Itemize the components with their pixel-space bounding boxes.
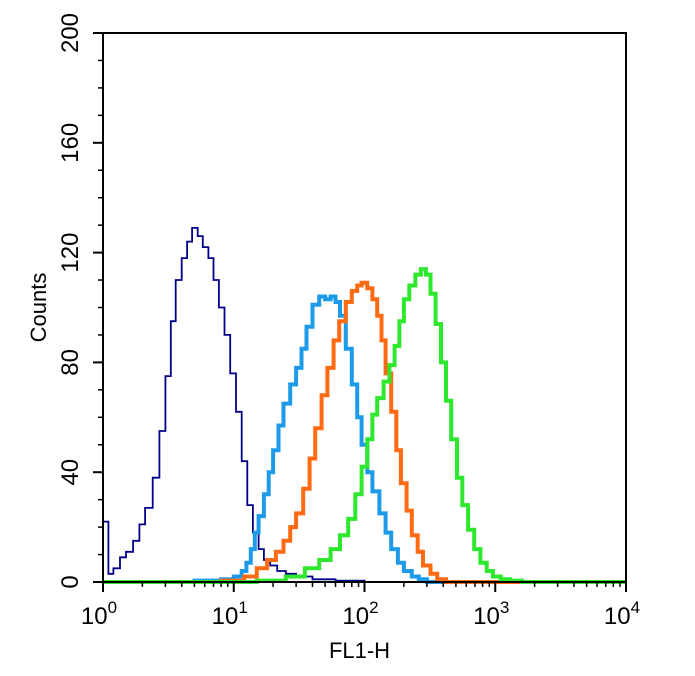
x-tick-label: 104 — [604, 598, 640, 630]
series-line-3 — [103, 280, 626, 584]
x-tick-label: 103 — [473, 598, 509, 630]
y-axis-ticks: 0 40 80 120 160 200 — [57, 13, 103, 589]
y-tick-label: 120 — [57, 233, 84, 273]
x-tick-label: 101 — [212, 598, 248, 630]
y-tick-label: 40 — [57, 459, 84, 486]
x-axis-title: FL1-H — [329, 638, 390, 663]
y-axis-title: Counts — [26, 273, 51, 343]
series-line-4 — [103, 267, 626, 584]
x-tick-label: 102 — [342, 598, 378, 630]
y-tick-label: 0 — [57, 575, 84, 588]
plot-frame — [102, 32, 627, 583]
x-tick-label: 100 — [81, 598, 117, 630]
y-tick-label: 200 — [57, 13, 84, 53]
y-tick-label: 80 — [57, 349, 84, 376]
x-axis-ticks: 100 101 102 103 104 — [81, 582, 640, 630]
series-line-2 — [103, 294, 626, 584]
series-layer — [103, 227, 626, 584]
y-tick-label: 160 — [57, 123, 84, 163]
series-line-1 — [103, 227, 626, 583]
